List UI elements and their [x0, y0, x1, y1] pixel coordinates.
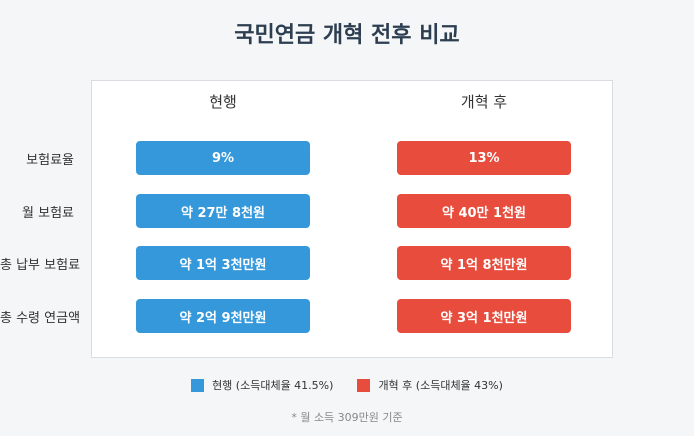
value-bar-reform: 13% [397, 141, 571, 175]
footnote: * 월 소득 309만원 기준 [291, 411, 403, 424]
value-bar-current: 약 2억 9천만원 [136, 299, 310, 333]
row-label: 월 보험료 [22, 206, 74, 221]
legend: 현행 (소득대체율 41.5%) 개혁 후 (소득대체율 43%) [0, 377, 694, 393]
legend-label-reform: 개혁 후 (소득대체율 43%) [378, 379, 503, 392]
chart-title: 국민연금 개혁 전후 비교 [234, 23, 460, 48]
value-bar-current: 약 27만 8천원 [136, 194, 310, 228]
row-label: 보험료율 [26, 153, 74, 168]
value-bar-reform: 약 1억 8천만원 [397, 246, 571, 280]
legend-swatch-current [191, 378, 205, 392]
value-bar-current: 9% [136, 141, 310, 175]
legend-label-current: 현행 (소득대체율 41.5%) [212, 379, 334, 392]
legend-item-reform: 개혁 후 (소득대체율 43%) [357, 377, 503, 393]
value-bar-reform: 약 3억 1천만원 [397, 299, 571, 333]
value-bar-reform: 약 40만 1천원 [397, 194, 571, 228]
row-label: 총 수령 연금액 [0, 311, 81, 326]
legend-item-current: 현행 (소득대체율 41.5%) [191, 377, 333, 393]
row-label: 총 납부 보험료 [0, 258, 81, 273]
column-header-current: 현행 [209, 93, 237, 111]
value-bar-current: 약 1억 3천만원 [136, 246, 310, 280]
column-header-reform: 개혁 후 [460, 93, 508, 111]
legend-swatch-reform [357, 378, 371, 392]
